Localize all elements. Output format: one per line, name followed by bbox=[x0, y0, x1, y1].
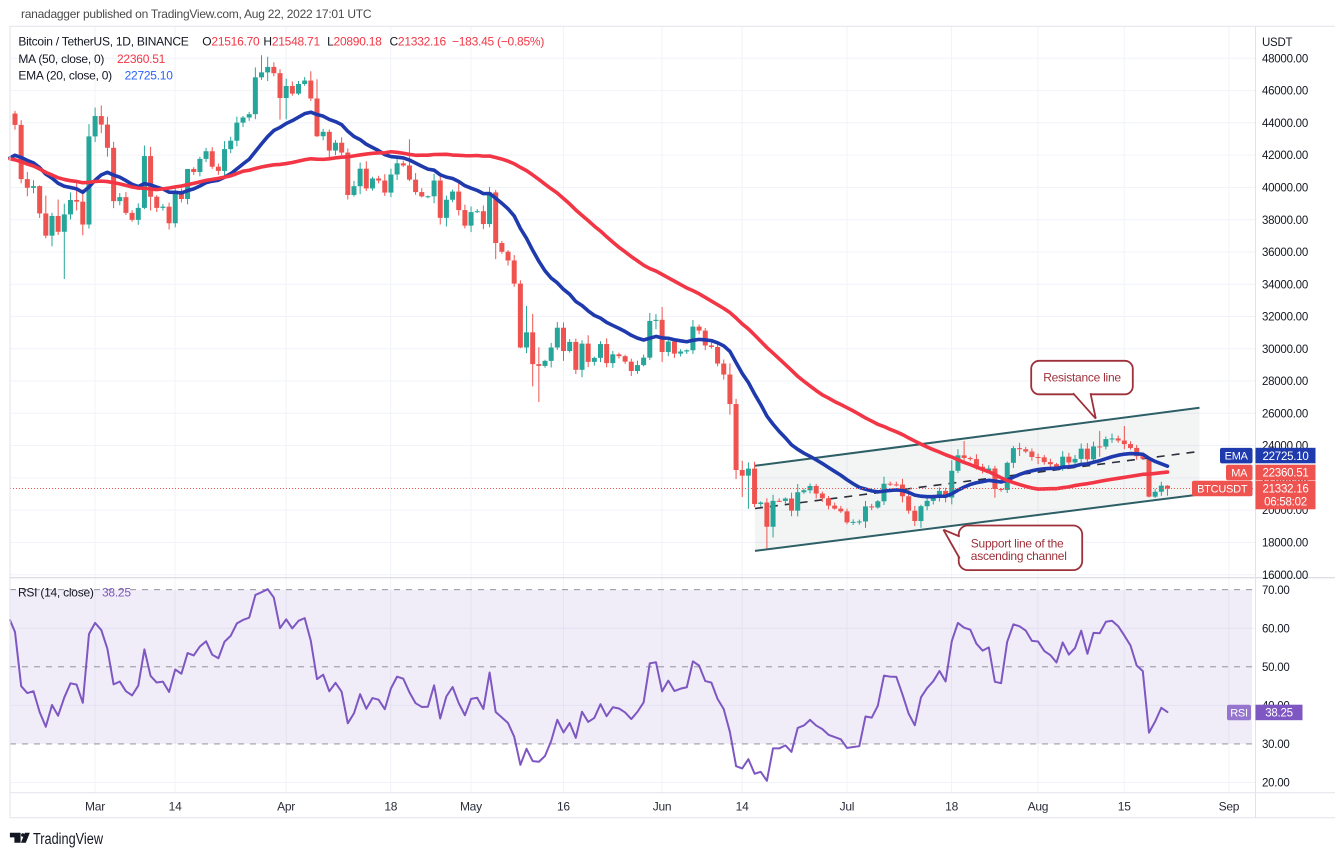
svg-text:ascending channel: ascending channel bbox=[971, 549, 1067, 563]
svg-text:06:58:02: 06:58:02 bbox=[1264, 496, 1307, 508]
svg-text:O21516.70: O21516.70 bbox=[202, 35, 260, 49]
svg-text:RSI (14, close): RSI (14, close) bbox=[18, 586, 94, 600]
svg-text:48000.00: 48000.00 bbox=[1262, 53, 1308, 65]
svg-text:30.00: 30.00 bbox=[1262, 739, 1290, 751]
svg-text:Resistance line: Resistance line bbox=[1043, 371, 1121, 385]
svg-text:38.25: 38.25 bbox=[102, 586, 131, 600]
svg-text:60.00: 60.00 bbox=[1262, 623, 1290, 635]
svg-text:May: May bbox=[460, 800, 482, 814]
svg-text:16: 16 bbox=[557, 800, 570, 814]
svg-text:34000.00: 34000.00 bbox=[1262, 279, 1308, 291]
svg-text:28000.00: 28000.00 bbox=[1262, 376, 1308, 388]
svg-text:18000.00: 18000.00 bbox=[1262, 538, 1308, 550]
svg-text:Sep: Sep bbox=[1219, 800, 1240, 814]
svg-text:22360.51: 22360.51 bbox=[117, 52, 166, 66]
svg-text:22725.10: 22725.10 bbox=[125, 69, 174, 83]
svg-text:46000.00: 46000.00 bbox=[1262, 86, 1308, 98]
svg-text:Apr: Apr bbox=[277, 800, 295, 814]
svg-text:70.00: 70.00 bbox=[1262, 585, 1290, 597]
svg-text:Jun: Jun bbox=[653, 800, 672, 814]
svg-text:BTCUSDT: BTCUSDT bbox=[1197, 484, 1248, 496]
svg-text:L20890.18: L20890.18 bbox=[327, 35, 382, 49]
svg-text:18: 18 bbox=[384, 800, 397, 814]
svg-text:20.00: 20.00 bbox=[1262, 778, 1290, 790]
svg-text:16000.00: 16000.00 bbox=[1262, 570, 1308, 582]
svg-text:USDT: USDT bbox=[1262, 37, 1293, 49]
svg-text:38.25: 38.25 bbox=[1265, 708, 1293, 720]
svg-text:22725.10: 22725.10 bbox=[1263, 451, 1309, 463]
svg-text:36000.00: 36000.00 bbox=[1262, 247, 1308, 259]
svg-text:22360.51: 22360.51 bbox=[1263, 468, 1309, 480]
svg-text:Bitcoin / TetherUS, 1D, BINANC: Bitcoin / TetherUS, 1D, BINANCE bbox=[18, 35, 188, 49]
svg-text:32000.00: 32000.00 bbox=[1262, 312, 1308, 324]
svg-text:14: 14 bbox=[169, 800, 182, 814]
svg-text:30000.00: 30000.00 bbox=[1262, 344, 1308, 356]
svg-text:26000.00: 26000.00 bbox=[1262, 408, 1308, 420]
svg-text:C21332.16: C21332.16 bbox=[390, 35, 447, 49]
svg-text:Mar: Mar bbox=[85, 800, 105, 814]
svg-text:RSI: RSI bbox=[1230, 708, 1248, 720]
svg-text:MA (50, close, 0): MA (50, close, 0) bbox=[18, 52, 104, 66]
svg-text:Jul: Jul bbox=[840, 800, 855, 814]
svg-text:42000.00: 42000.00 bbox=[1262, 150, 1308, 162]
svg-text:38000.00: 38000.00 bbox=[1262, 215, 1308, 227]
svg-text:Support line of the: Support line of the bbox=[971, 537, 1064, 551]
svg-text:14: 14 bbox=[736, 800, 749, 814]
svg-text:18: 18 bbox=[945, 800, 958, 814]
svg-text:44000.00: 44000.00 bbox=[1262, 118, 1308, 130]
svg-text:TradingView: TradingView bbox=[33, 831, 104, 848]
svg-text:EMA: EMA bbox=[1225, 451, 1249, 463]
svg-text:EMA (20, close, 0): EMA (20, close, 0) bbox=[18, 69, 112, 83]
svg-text:MA: MA bbox=[1231, 468, 1248, 480]
svg-text:ranadagger published on Tradin: ranadagger published on TradingView.com,… bbox=[21, 7, 372, 21]
svg-text:40000.00: 40000.00 bbox=[1262, 183, 1308, 195]
svg-text:Aug: Aug bbox=[1028, 800, 1049, 814]
svg-text:50.00: 50.00 bbox=[1262, 662, 1290, 674]
svg-text:21332.16: 21332.16 bbox=[1263, 483, 1309, 495]
svg-text:15: 15 bbox=[1118, 800, 1131, 814]
svg-text:H21548.71: H21548.71 bbox=[263, 35, 320, 49]
svg-text:−183.45 (−0.85%): −183.45 (−0.85%) bbox=[452, 35, 544, 49]
